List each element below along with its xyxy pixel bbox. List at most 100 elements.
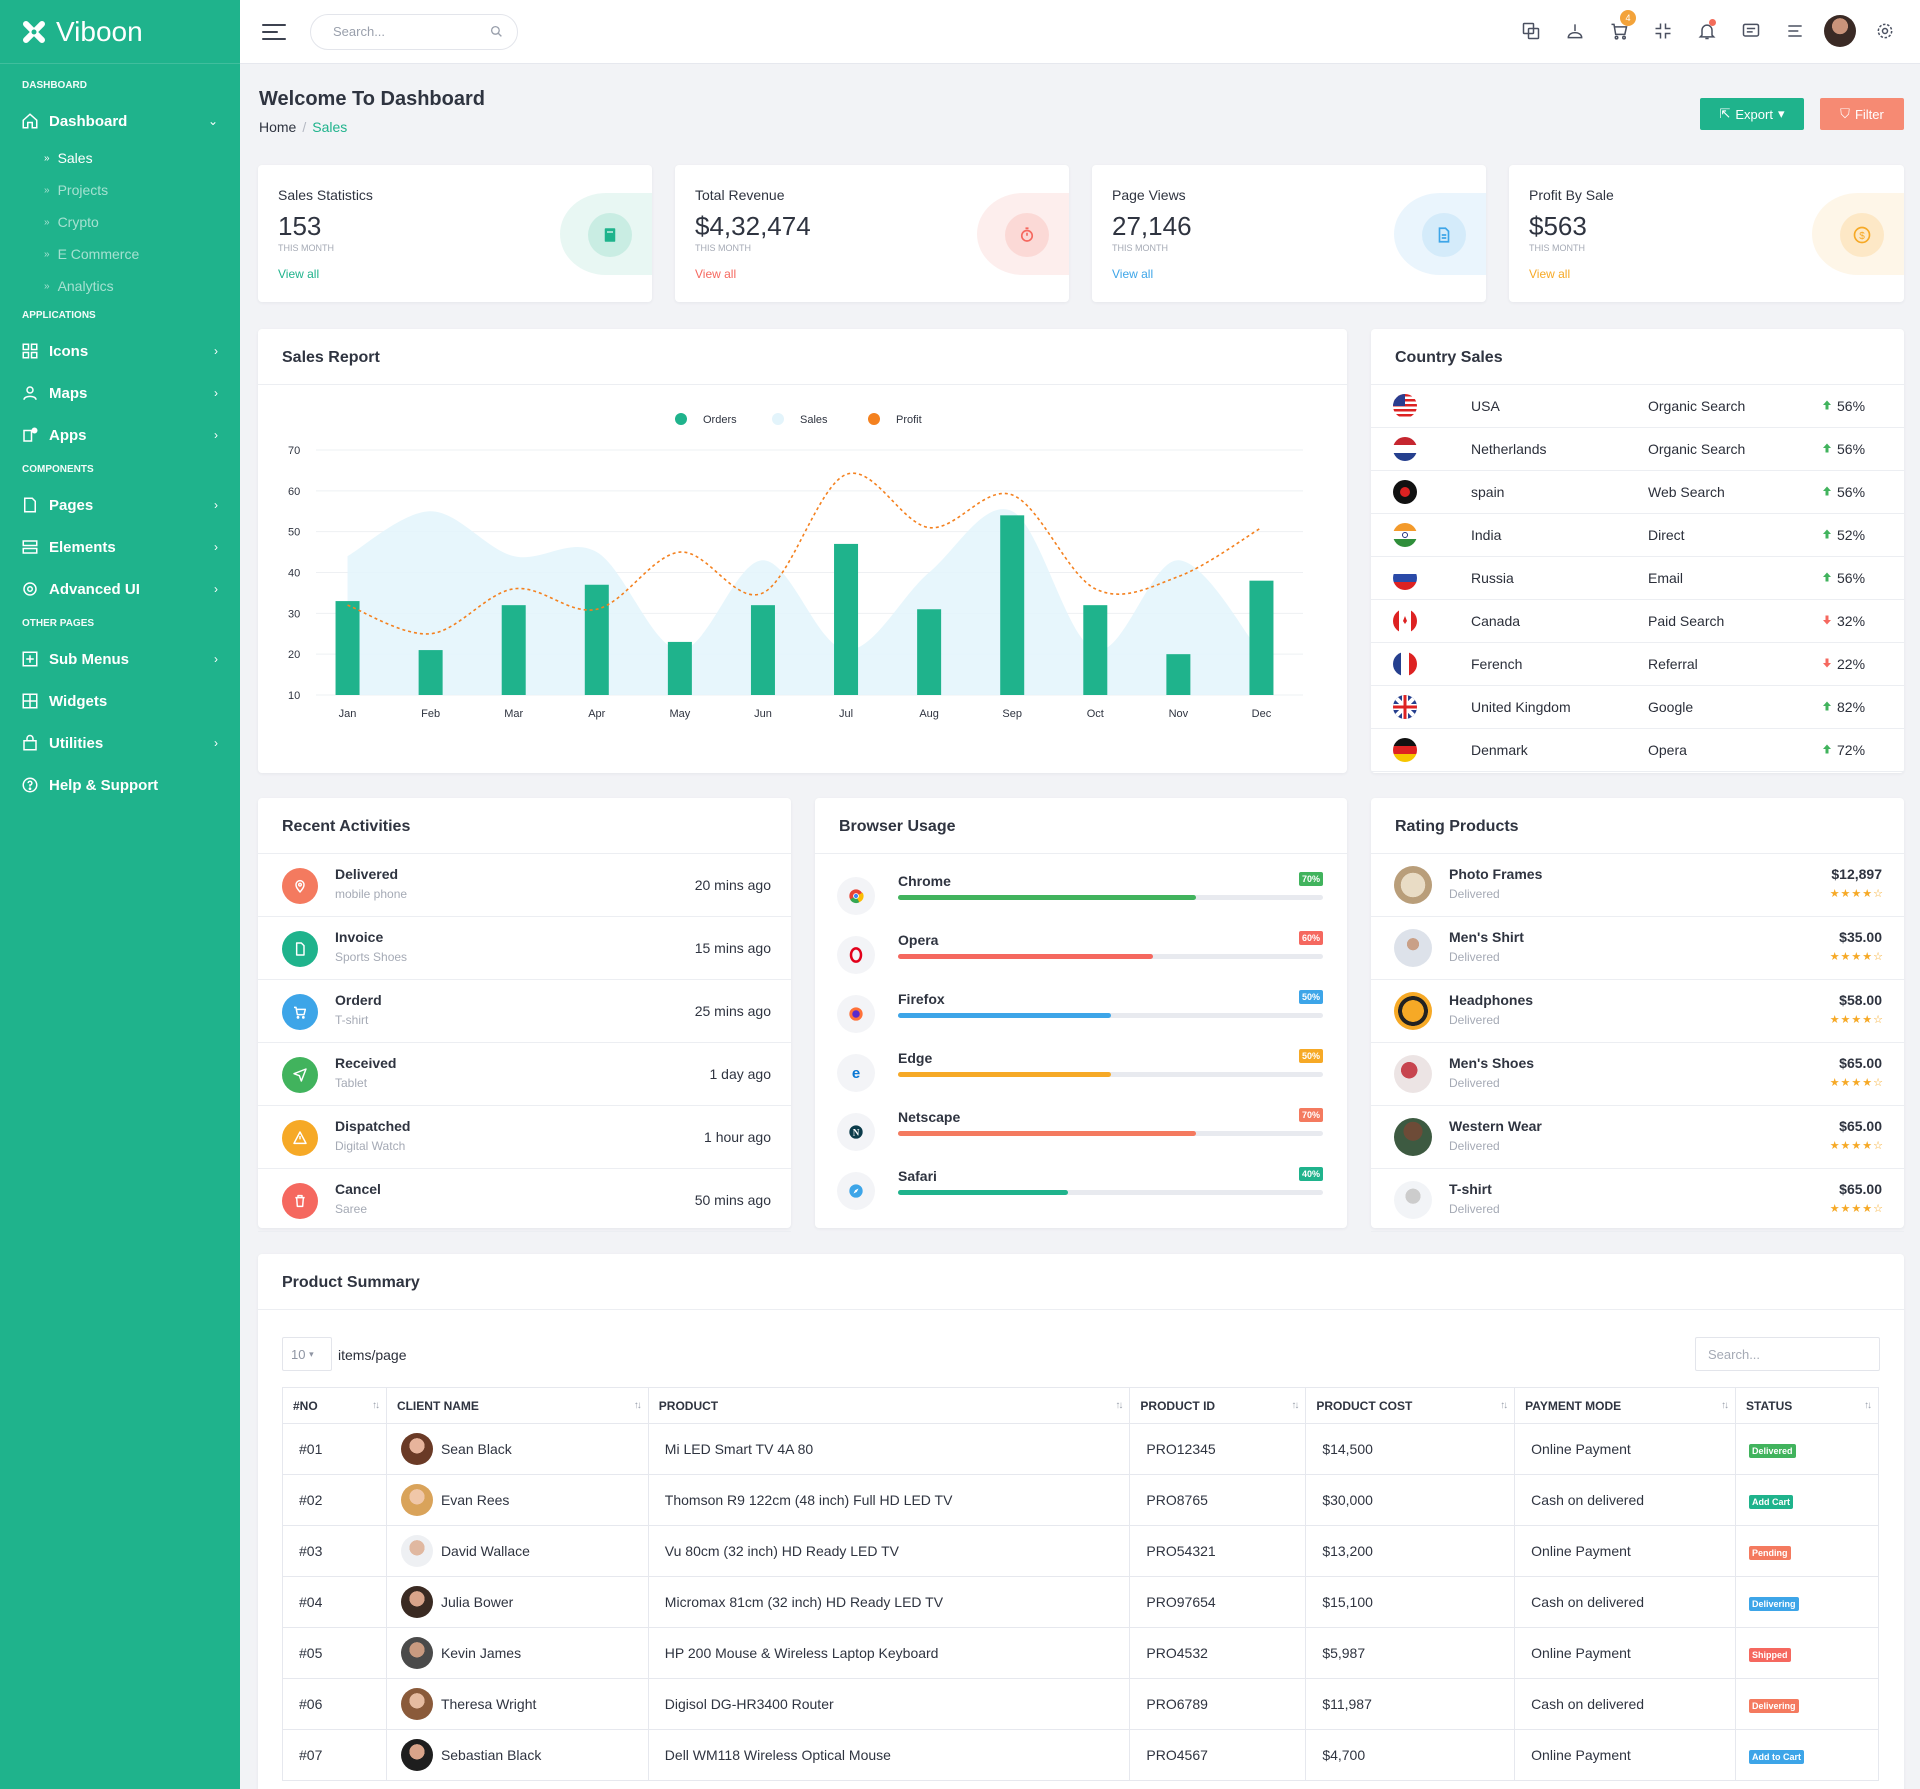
activity-row[interactable]: Dispatched Digital Watch 1 hour ago: [258, 1106, 791, 1169]
country-name: Netherlands: [1471, 441, 1547, 457]
column-header[interactable]: #NO ↑↓: [282, 1387, 387, 1424]
product-name: HP 200 Mouse & Wireless Laptop Keyboard: [647, 1627, 1131, 1679]
activity-row[interactable]: Orderd T-shirt 25 mins ago: [258, 980, 791, 1043]
table-row[interactable]: #05 Kevin James HP 200 Mouse & Wireless La…: [282, 1627, 1879, 1679]
country-row[interactable]: Canada Paid Search 32%: [1371, 600, 1904, 643]
country-row[interactable]: spain Web Search 56%: [1371, 471, 1904, 514]
view-all-link[interactable]: View all: [278, 267, 320, 281]
flag-icon: [1393, 652, 1417, 676]
column-header[interactable]: PRODUCT COST ↑↓: [1305, 1387, 1516, 1424]
sidebar-item-utilities[interactable]: Utilities ›: [0, 722, 240, 764]
export-button[interactable]: ⇱ Export ▾: [1700, 98, 1804, 130]
arrow-up-icon: [1821, 527, 1833, 543]
column-header[interactable]: PAYMENT MODE ↑↓: [1514, 1387, 1737, 1424]
country-name: Russia: [1471, 570, 1514, 586]
activity-row[interactable]: Invoice Sports Shoes 15 mins ago: [258, 917, 791, 980]
stat-sub: THIS MONTH: [278, 243, 334, 253]
sidebar-subitem-sales[interactable]: » Sales: [44, 150, 93, 166]
country-row[interactable]: Russia Email 56%: [1371, 557, 1904, 600]
usage-percent-badge: 50%: [1298, 990, 1323, 1004]
status-badge: Delivered: [1749, 1443, 1796, 1458]
filter-button[interactable]: ⛉ Filter: [1820, 98, 1904, 130]
table-row[interactable]: #04 Julia Bower Micromax 81cm (32 inch) HD…: [282, 1576, 1879, 1628]
country-row[interactable]: Denmark Opera 72%: [1371, 729, 1904, 772]
product-row[interactable]: T-shirt Delivered $65.00 ★★★★☆: [1371, 1169, 1904, 1232]
stat-label: Page Views: [1112, 187, 1186, 203]
avatar: [400, 1688, 433, 1720]
product-row[interactable]: Photo Frames Delivered $12,897 ★★★★☆: [1371, 854, 1904, 917]
product-id: PRO6789: [1129, 1678, 1307, 1730]
sidebar-subitem-ecommerce[interactable]: » E Commerce: [44, 246, 140, 262]
product-row[interactable]: Western Wear Delivered $65.00 ★★★★☆: [1371, 1106, 1904, 1169]
product-row[interactable]: Men's Shoes Delivered $65.00 ★★★★☆: [1371, 1043, 1904, 1106]
country-row[interactable]: USA Organic Search 56%: [1371, 385, 1904, 428]
per-page-select[interactable]: 10 ▾: [282, 1337, 332, 1371]
column-header[interactable]: CLIENT NAME ↑↓: [385, 1387, 649, 1424]
table-row[interactable]: #07 Sebastian Black Dell WM118 Wireless Op…: [282, 1729, 1879, 1781]
sidebar-item-widgets[interactable]: Widgets: [0, 680, 240, 722]
list-icon[interactable]: [1780, 14, 1810, 48]
product-status: Delivered: [1449, 1076, 1500, 1090]
sidebar-item-advanced-ui[interactable]: Advanced UI ›: [0, 568, 240, 610]
view-all-link[interactable]: View all: [695, 267, 737, 281]
country-sales-card: Country Sales USA Organic Search 56% Nether…: [1371, 329, 1904, 773]
activity-row[interactable]: Cancel Saree 50 mins ago: [258, 1169, 791, 1232]
fullscreen-icon[interactable]: [1648, 14, 1678, 48]
legend-label: Profit: [896, 414, 922, 426]
svg-text:e: e: [852, 1065, 860, 1082]
sidebar-item-icons[interactable]: Icons ›: [0, 330, 240, 372]
product-row[interactable]: Headphones Delivered $58.00 ★★★★☆: [1371, 980, 1904, 1043]
table-row[interactable]: #01 Sean Black Mi LED Smart TV 4A 80 PRO123…: [282, 1423, 1879, 1475]
product-name: Mi LED Smart TV 4A 80: [647, 1423, 1131, 1475]
sidebar-item-elements[interactable]: Elements ›: [0, 526, 240, 568]
product-cost: $5,987: [1305, 1627, 1516, 1679]
table-row[interactable]: #03 David Wallace Vu 80cm (32 inch) HD Rea…: [282, 1525, 1879, 1577]
activity-row[interactable]: Delivered mobile phone 20 mins ago: [258, 854, 791, 917]
settings-icon[interactable]: [1870, 14, 1900, 48]
x-tick-label: May: [669, 708, 690, 720]
table-row[interactable]: #06 Theresa Wright Digisol DG-HR3400 Route…: [282, 1678, 1879, 1730]
user-avatar[interactable]: [1824, 15, 1856, 47]
menu-toggle-icon[interactable]: [262, 20, 286, 44]
country-percent: 82%: [1821, 699, 1865, 715]
brand-logo[interactable]: Viboon: [0, 0, 240, 64]
sidebar-subitem-projects[interactable]: » Projects: [44, 182, 109, 198]
sidebar-subitem-analytics[interactable]: » Analytics: [44, 278, 114, 294]
translate-icon[interactable]: [1516, 14, 1546, 48]
theme-icon[interactable]: [1560, 14, 1590, 48]
sidebar-item-apps[interactable]: Apps ›: [0, 414, 240, 456]
sidebar-item-help-support[interactable]: Help & Support: [0, 764, 240, 806]
table-row[interactable]: #02 Evan Rees Thomson R9 122cm (48 inch) F…: [282, 1474, 1879, 1526]
y-tick-label: 30: [288, 608, 300, 620]
column-header[interactable]: PRODUCT ID ↑↓: [1129, 1387, 1307, 1424]
orders-bar: [1083, 605, 1108, 695]
table-search-input[interactable]: Search...: [1695, 1337, 1880, 1371]
sidebar-item-sub-menus[interactable]: Sub Menus ›: [0, 638, 240, 680]
column-header[interactable]: STATUS ↑↓: [1735, 1387, 1879, 1424]
view-all-link[interactable]: View all: [1112, 267, 1154, 281]
column-header[interactable]: PRODUCT ↑↓: [647, 1387, 1131, 1424]
view-all-link[interactable]: View all: [1529, 267, 1571, 281]
activity-row[interactable]: Received Tablet 1 day ago: [258, 1043, 791, 1106]
cart-icon[interactable]: 4: [1604, 10, 1636, 48]
breadcrumb-home[interactable]: Home: [259, 119, 297, 135]
sidebar-item-dashboard[interactable]: Dashboard ⌄: [0, 100, 240, 142]
bell-icon[interactable]: [1692, 14, 1722, 48]
country-row[interactable]: Ferench Referral 22%: [1371, 643, 1904, 686]
sidebar-item-pages[interactable]: Pages ›: [0, 484, 240, 526]
trash-icon: [282, 1183, 318, 1219]
sidebar-item-maps[interactable]: Maps ›: [0, 372, 240, 414]
country-row[interactable]: Netherlands Organic Search 56%: [1371, 428, 1904, 471]
country-row[interactable]: United Kingdom Google 82%: [1371, 686, 1904, 729]
product-row[interactable]: Men's Shirt Delivered $35.00 ★★★★☆: [1371, 917, 1904, 980]
search-input[interactable]: Search...: [310, 13, 518, 50]
country-row[interactable]: India Direct 52%: [1371, 514, 1904, 557]
usage-progress-fill: [898, 954, 1153, 959]
message-icon[interactable]: [1736, 14, 1766, 48]
orders-bar: [501, 605, 526, 695]
sidebar-subitem-crypto[interactable]: » Crypto: [44, 214, 99, 230]
topbar: Search... 4: [240, 0, 1920, 64]
x-tick-label: Sep: [1002, 708, 1022, 720]
x-tick-label: Aug: [919, 708, 939, 720]
product-name: Headphones: [1449, 992, 1534, 1008]
